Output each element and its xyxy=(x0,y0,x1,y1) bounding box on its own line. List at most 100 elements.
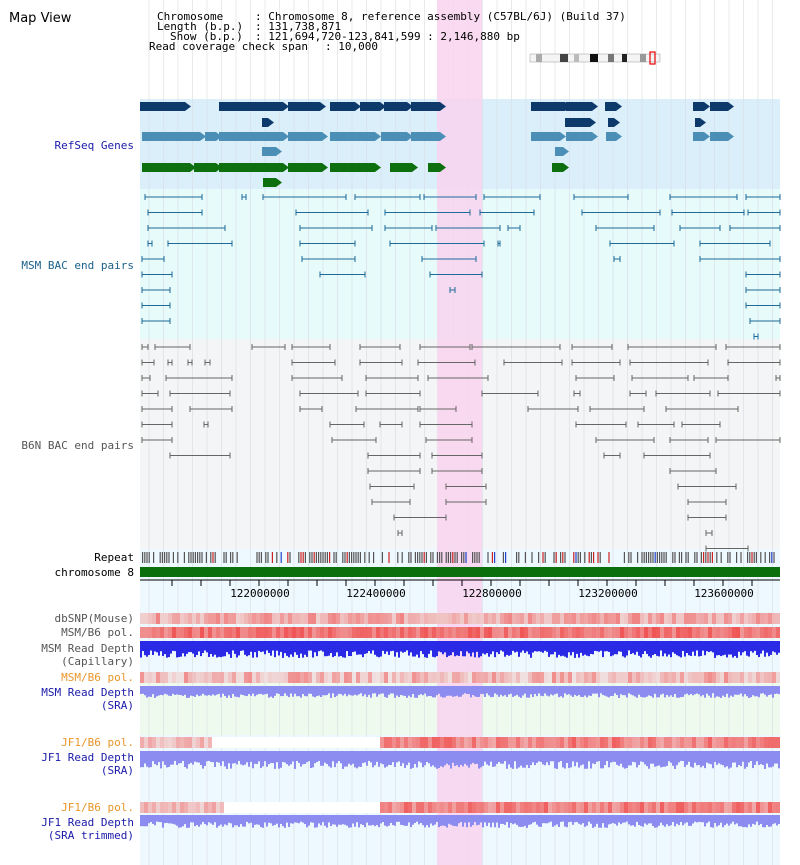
jf1-depth-trimmed-bar xyxy=(722,815,724,828)
msm-depth-sra-bar xyxy=(398,686,400,698)
repeat-element xyxy=(575,552,577,563)
jf1-depth-sra-bar xyxy=(738,751,740,766)
gene-strand-arrow xyxy=(322,163,328,172)
jf1-depth-sra-bar xyxy=(188,751,190,765)
jf1-depth-trimmed-bar xyxy=(398,815,400,822)
jf1-pol-2-cell xyxy=(216,802,220,813)
msm-depth-capillary-bar xyxy=(598,641,600,652)
msm-depth-sra-bar xyxy=(654,686,656,694)
jf1-depth-sra-bar xyxy=(288,751,290,766)
msm-pol-sra-cell xyxy=(476,672,480,683)
msm-bac-end-pairs[interactable] xyxy=(141,194,781,340)
msm-pol-cell xyxy=(260,627,264,638)
msm-pol-cell xyxy=(528,627,532,638)
msm-depth-sra-bar xyxy=(152,686,154,695)
msm-pol-sra-cell xyxy=(188,672,192,683)
msm-depth-sra-bar xyxy=(370,686,372,698)
dbsnp-cell xyxy=(192,613,196,624)
jf1-depth-sra-bar xyxy=(460,751,462,765)
jf1-pol-2-cell xyxy=(752,802,756,813)
repeat-element xyxy=(659,552,661,563)
refseq-genes[interactable] xyxy=(140,102,734,187)
msm-depth-sra-bar xyxy=(642,686,644,698)
msm-depth-capillary-bar xyxy=(294,641,296,653)
jf1-depth-sra-bar xyxy=(182,751,184,761)
jf1-depth-sra-bar xyxy=(614,751,616,762)
jf1-depth-sra-bar xyxy=(190,751,192,763)
repeat-track[interactable] xyxy=(142,552,775,563)
msm-depth-sra-bar xyxy=(598,686,600,698)
jf1-depth-sra-bar xyxy=(320,751,322,766)
msm-depth-sra-bar xyxy=(678,686,680,698)
jf1-depth-trimmed-bar xyxy=(576,815,578,822)
jf1-depth-sra-bar xyxy=(304,751,306,765)
gene-feature xyxy=(140,102,185,111)
jf1-depth-sra-bar xyxy=(758,751,760,765)
jf1-depth-trimmed-bar xyxy=(340,815,342,825)
msm-depth-capillary-bar xyxy=(638,641,640,656)
jf1-depth-trimmed-bar xyxy=(316,815,318,828)
b6n-bac-end-pairs[interactable] xyxy=(141,344,781,552)
jf1-depth-trimmed-bar xyxy=(324,815,326,826)
dbsnp-cell xyxy=(228,613,232,624)
jf1-pol-cell xyxy=(268,737,272,748)
msm-depth-sra-bar xyxy=(254,686,256,697)
msm-depth-capillary-bar xyxy=(524,641,526,653)
jf1-pol-2-cell xyxy=(644,802,648,813)
msm-depth-capillary-bar xyxy=(398,641,400,658)
msm-depth-capillary-bar xyxy=(324,641,326,657)
jf1-depth-trimmed-bar xyxy=(170,815,172,824)
dbsnp-cell xyxy=(544,613,548,624)
msm-depth-capillary-bar xyxy=(274,641,276,658)
msm-depth-capillary-bar xyxy=(292,641,294,657)
jf1-depth-trimmed-bar xyxy=(658,815,660,826)
selected-region-highlight[interactable] xyxy=(437,0,482,865)
jf1-depth-sra-bar xyxy=(158,751,160,763)
msm-depth-sra-bar xyxy=(440,686,442,697)
msm-pol-sra-cell xyxy=(420,672,424,683)
msm-depth-sra-bar xyxy=(712,686,714,694)
msm-pol-sra-cell xyxy=(320,672,324,683)
msm-depth-capillary-bar xyxy=(202,641,204,654)
gene-strand-arrow xyxy=(728,132,734,141)
jf1-depth-trimmed-bar xyxy=(328,815,330,823)
gene-strand-arrow xyxy=(412,163,418,172)
jf1-depth-trimmed-bar xyxy=(186,815,188,828)
dbsnp-cell xyxy=(748,613,752,624)
jf1-depth-sra-bar xyxy=(356,751,358,769)
msm-depth-capillary-bar xyxy=(776,641,778,655)
msm-depth-sra-bar xyxy=(188,686,190,698)
heatmap-tracks[interactable] xyxy=(140,613,780,828)
msm-depth-sra-bar xyxy=(172,686,174,694)
jf1-depth-trimmed-bar xyxy=(684,815,686,824)
jf1-depth-sra-bar xyxy=(252,751,254,769)
jf1-pol-cell xyxy=(276,737,280,748)
chromosome-ideogram[interactable] xyxy=(529,51,661,65)
msm-pol-cell xyxy=(544,627,548,638)
jf1-depth-sra-bar xyxy=(350,751,352,766)
jf1-pol-cell xyxy=(732,737,736,748)
msm-depth-capillary-bar xyxy=(634,641,636,655)
msm-depth-capillary-bar xyxy=(272,641,274,651)
msm-pol-cell xyxy=(600,627,604,638)
msm-depth-sra-bar xyxy=(762,686,764,694)
jf1-depth-trimmed-bar xyxy=(300,815,302,822)
msm-depth-sra-bar xyxy=(430,686,432,697)
msm-depth-capillary-bar xyxy=(720,641,722,657)
repeat-element xyxy=(573,552,575,563)
jf1-pol-cell xyxy=(184,737,188,748)
msm-pol-cell xyxy=(488,627,492,638)
chromosome-bar[interactable] xyxy=(140,567,780,577)
msm-depth-sra-bar xyxy=(462,686,464,695)
repeat-element xyxy=(771,552,773,563)
axis-tick-label: 122000000 xyxy=(230,587,290,600)
jf1-depth-sra-bar xyxy=(206,751,208,762)
jf1-depth-trimmed-bar xyxy=(318,815,320,824)
repeat-element xyxy=(564,552,566,563)
jf1-depth-trimmed-bar xyxy=(182,815,184,827)
msm-pol-sra-cell xyxy=(228,672,232,683)
msm-depth-capillary-bar xyxy=(652,641,654,656)
gene-strand-arrow xyxy=(590,118,596,127)
msm-depth-sra-bar xyxy=(530,686,532,695)
jf1-pol-cell xyxy=(692,737,696,748)
